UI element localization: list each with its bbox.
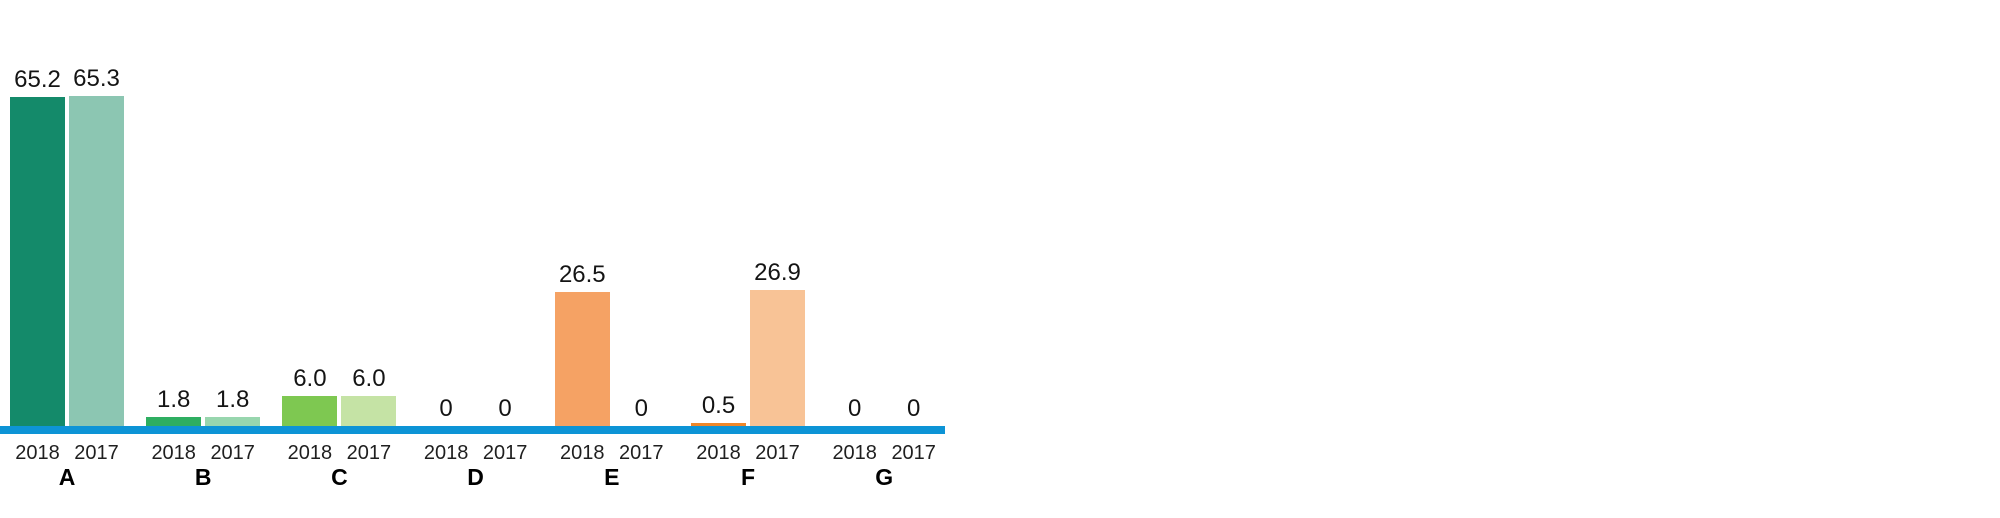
year-label-D-2018: 2018	[423, 442, 469, 464]
value-label-A-2017: 65.3	[73, 65, 120, 92]
bar-B-2017	[205, 417, 261, 426]
year-label-C-2018: 2018	[287, 442, 333, 464]
x-axis-line	[0, 426, 945, 434]
bar-E-2018	[554, 292, 610, 426]
value-label-D-2018: 0	[439, 395, 453, 422]
year-label-F-2017: 2017	[755, 442, 800, 464]
category-label-G: G	[875, 464, 894, 490]
bar-A-2018	[10, 97, 65, 426]
value-label-C-2017: 6.0	[352, 365, 386, 392]
year-label-D-2017: 2017	[482, 442, 528, 464]
year-label-G-2018: 2018	[832, 442, 877, 464]
bar-F-2017	[750, 290, 805, 426]
value-label-E-2017: 0	[634, 395, 648, 422]
bar-A-2017	[69, 96, 124, 426]
year-label-C-2017: 2017	[346, 442, 392, 464]
value-label-C-2018: 6.0	[293, 365, 327, 392]
category-label-D: D	[467, 464, 484, 490]
category-label-E: E	[604, 464, 620, 490]
year-label-F-2018: 2018	[696, 442, 741, 464]
year-label-B-2018: 2018	[151, 442, 196, 464]
year-label-B-2017: 2017	[210, 442, 255, 464]
bar-B-2018	[146, 417, 202, 426]
year-label-E-2017: 2017	[619, 442, 664, 464]
value-label-E-2018: 26.5	[558, 261, 606, 288]
bar-C-2018	[282, 396, 338, 426]
value-label-F-2018: 0.5	[701, 392, 736, 419]
value-label-B-2018: 1.8	[157, 386, 191, 413]
year-label-G-2017: 2017	[891, 442, 936, 464]
bar-C-2017	[341, 396, 397, 426]
year-label-A-2017: 2017	[74, 442, 119, 464]
value-label-G-2017: 0	[907, 395, 921, 422]
year-label-E-2018: 2018	[560, 442, 605, 464]
value-label-G-2018: 0	[848, 395, 862, 422]
value-label-A-2018: 65.2	[14, 66, 61, 93]
bar-F-2018	[691, 423, 746, 426]
category-label-A: A	[58, 464, 76, 490]
category-label-C: C	[331, 464, 348, 490]
value-label-D-2017: 0	[498, 395, 512, 422]
category-label-F: F	[740, 464, 756, 490]
value-label-F-2017: 26.9	[754, 259, 801, 286]
value-label-B-2017: 1.8	[216, 386, 250, 413]
category-label-B: B	[194, 464, 212, 490]
year-label-A-2018: 2018	[15, 442, 60, 464]
